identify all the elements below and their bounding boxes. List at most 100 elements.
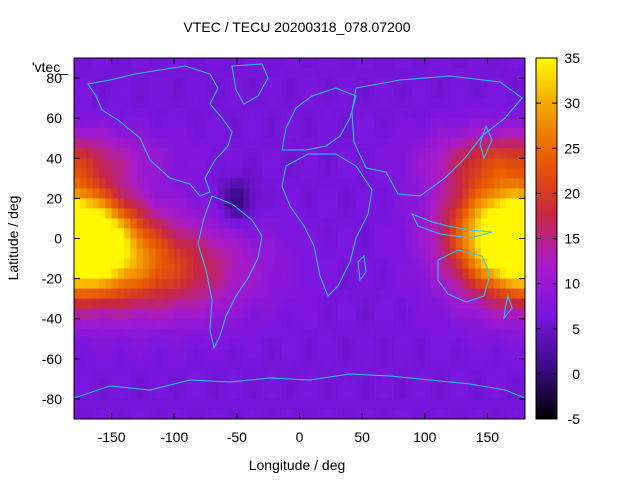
heatmap-cell [493, 248, 501, 259]
heatmap-cell [261, 228, 269, 239]
heatmap-cell [299, 268, 307, 280]
heatmap-cell [243, 138, 250, 149]
heatmap-cell [318, 98, 325, 109]
heatmap-cell [249, 288, 257, 300]
heatmap-cell [418, 68, 426, 79]
heatmap-cell [218, 198, 225, 209]
heatmap-cell [149, 178, 156, 189]
heatmap-cell [493, 208, 501, 219]
heatmap-cell [387, 398, 394, 410]
heatmap-cell [92, 328, 100, 340]
heatmap-cell [405, 58, 413, 69]
heatmap-cell [412, 148, 419, 159]
heatmap-cell [468, 258, 476, 269]
heatmap-cell [349, 68, 357, 79]
heatmap-cell [249, 198, 257, 209]
heatmap-cell [299, 298, 307, 310]
heatmap-cell [161, 398, 169, 410]
heatmap-cell [431, 218, 438, 229]
heatmap-cell [180, 338, 188, 350]
heatmap-cell [193, 258, 200, 269]
heatmap-cell [74, 58, 81, 69]
heatmap-cell [443, 228, 451, 239]
heatmap-cell [174, 338, 181, 350]
heatmap-cell [474, 168, 482, 179]
heatmap-cell [199, 228, 206, 239]
heatmap-cell [418, 318, 426, 330]
heatmap-cell [161, 128, 169, 139]
heatmap-cell [318, 288, 325, 300]
heatmap-cell [105, 158, 112, 169]
heatmap-cell [418, 148, 426, 159]
heatmap-cell [224, 228, 231, 239]
heatmap-cell [512, 208, 520, 219]
heatmap-cell [506, 178, 513, 189]
heatmap-cell [368, 258, 376, 269]
heatmap-cell [111, 348, 119, 360]
heatmap-cell [405, 208, 413, 219]
heatmap-cell [80, 148, 87, 159]
heatmap-cell [462, 208, 470, 219]
heatmap-cell [405, 268, 413, 280]
heatmap-cell [449, 148, 457, 159]
heatmap-cell [481, 58, 488, 69]
heatmap-cell [293, 98, 300, 109]
heatmap-cell [362, 88, 369, 99]
heatmap-cell [493, 178, 501, 189]
heatmap-cell [449, 128, 457, 139]
heatmap-cell [142, 398, 150, 410]
heatmap-cell [236, 148, 244, 159]
heatmap-cell [424, 328, 432, 340]
heatmap-cell [80, 228, 87, 239]
heatmap-cell [349, 268, 357, 280]
heatmap-cell [405, 318, 413, 330]
heatmap-cell [462, 188, 470, 199]
heatmap-cell [324, 238, 332, 249]
heatmap-cell [261, 358, 269, 370]
heatmap-cell [487, 258, 495, 269]
heatmap-cell [399, 348, 407, 360]
heatmap-cell [518, 188, 525, 199]
heatmap-cell [418, 128, 426, 139]
heatmap-cell [205, 348, 213, 360]
heatmap-cell [456, 288, 463, 300]
y-tick-label: -20 [42, 271, 62, 287]
heatmap-cell [431, 178, 438, 189]
heatmap-cell [449, 288, 457, 300]
heatmap-cell [349, 298, 357, 310]
heatmap-cell [330, 398, 338, 410]
heatmap-cell [468, 118, 476, 129]
heatmap-cell [80, 278, 87, 290]
heatmap-cell [443, 378, 451, 390]
heatmap-cell [374, 328, 382, 340]
heatmap-cell [499, 228, 507, 239]
heatmap-cell [487, 58, 495, 69]
heatmap-cell [330, 108, 338, 119]
heatmap-cell [456, 108, 463, 119]
heatmap-cell [462, 108, 470, 119]
heatmap-cell [374, 388, 382, 400]
heatmap-cell [218, 358, 225, 370]
heatmap-cell [286, 378, 294, 390]
heatmap-cell [474, 398, 482, 410]
heatmap-cell [236, 408, 244, 419]
heatmap-cell [80, 408, 87, 419]
heatmap-cell [299, 78, 307, 89]
heatmap-cell [305, 278, 313, 290]
heatmap-cell [124, 328, 131, 340]
heatmap-cell [130, 168, 138, 179]
heatmap-cell [155, 258, 163, 269]
heatmap-cell [80, 98, 87, 109]
heatmap-cell [393, 68, 401, 79]
heatmap-cell [518, 108, 525, 119]
heatmap-cell [130, 318, 138, 330]
heatmap-cell [286, 68, 294, 79]
heatmap-cell [412, 278, 419, 290]
heatmap-cell [186, 208, 194, 219]
heatmap-cell [117, 268, 125, 280]
heatmap-cell [424, 58, 432, 69]
heatmap-cell [274, 128, 282, 139]
heatmap-cell [305, 378, 313, 390]
heatmap-cell [299, 178, 307, 189]
heatmap-cell [142, 98, 150, 109]
